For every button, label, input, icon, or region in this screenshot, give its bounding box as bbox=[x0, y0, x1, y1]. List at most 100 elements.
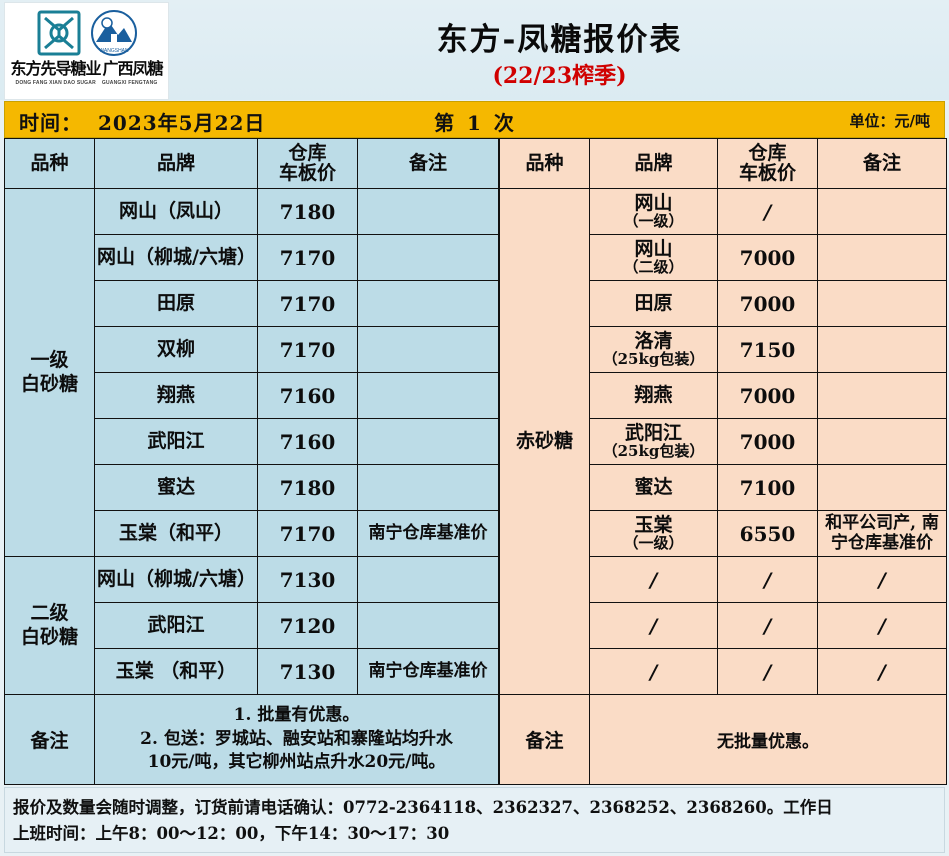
table-row[interactable]: 玉棠 （和平） 7130 南宁仓库基准价 bbox=[5, 648, 499, 695]
date-label: 时间： bbox=[19, 111, 82, 135]
col-header-kind: 品种 bbox=[4, 138, 95, 189]
note-cell bbox=[817, 372, 947, 419]
note-cell bbox=[357, 372, 499, 419]
price-cell: 7180 bbox=[257, 464, 358, 511]
note-cell bbox=[357, 464, 499, 511]
brand-cell: 田原 bbox=[589, 280, 718, 327]
logo-english-text: DONG FANG XIAN DAO SUGAR GUANGXI FENGTAN… bbox=[16, 80, 158, 86]
footer-line-2: 上班时间：上午8：00～12：00，下午14：30～17：30 bbox=[13, 823, 450, 843]
logo-chinese-text: 东方先导糖业 广西凤糖 bbox=[10, 59, 164, 78]
price-cell: 7130 bbox=[257, 556, 358, 603]
remark-label: 备注 bbox=[499, 694, 590, 785]
page-header: WANGSHAN 东方先导糖业 广西凤糖 DONG FANG XIAN DAO … bbox=[0, 0, 949, 100]
col-header-brand: 品牌 bbox=[94, 138, 258, 189]
date-value: 2023年5月22日 bbox=[98, 111, 266, 135]
table-row[interactable]: 蜜达 7180 bbox=[5, 464, 499, 511]
table-row[interactable]: 蜜达 7100 bbox=[500, 464, 947, 511]
brand-sub-label: （25kg包装） bbox=[602, 442, 705, 461]
price-cell: / bbox=[717, 648, 818, 695]
brand-sub-label: （二级） bbox=[623, 258, 684, 277]
col-header-price-line2: 车板价 bbox=[278, 161, 336, 184]
table-row[interactable]: 双柳 7170 bbox=[5, 326, 499, 373]
price-cell: 7000 bbox=[717, 418, 818, 465]
table-row[interactable]: 网山（柳城/六塘） 7170 bbox=[5, 234, 499, 281]
brand-sub-label: （一级） bbox=[623, 534, 684, 553]
note-cell: / bbox=[817, 602, 947, 649]
price-cell: 7160 bbox=[257, 418, 358, 465]
col-header-price-line1: 仓库 bbox=[288, 141, 327, 164]
note-cell bbox=[817, 326, 947, 373]
logo-en-fengtang: GUANGXI FENGTANG bbox=[101, 80, 158, 86]
note-cell bbox=[817, 188, 947, 235]
note-cell bbox=[357, 602, 499, 649]
price-cell: 7000 bbox=[717, 280, 818, 327]
table-row[interactable]: 翔燕 7160 bbox=[5, 372, 499, 419]
remark-row: 备注 1. 批量有优惠。 2. 包送：罗城站、融安站和寨隆站均升水 10元/吨，其它柳… bbox=[4, 694, 499, 785]
page-subtitle: (22/23榨季) bbox=[492, 63, 627, 89]
col-header-price-line2: 车板价 bbox=[738, 161, 796, 184]
brand-sub-label: （25kg包装） bbox=[602, 350, 705, 369]
brand-cell: 网山 （二级） bbox=[589, 234, 718, 281]
price-cell: / bbox=[717, 602, 818, 649]
col-header-price: 仓库 车板价 bbox=[717, 138, 818, 189]
brand-cell: / bbox=[589, 648, 718, 695]
sequence-label: 第 1 次 bbox=[434, 111, 517, 135]
table-row[interactable]: / / / bbox=[500, 602, 947, 649]
brand-cell: 蜜达 bbox=[589, 464, 718, 511]
table-row[interactable]: / / / bbox=[500, 556, 947, 603]
table-row[interactable]: 玉棠（和平） 7170 南宁仓库基准价 bbox=[5, 510, 499, 557]
price-cell: / bbox=[717, 188, 818, 235]
price-cell: 7000 bbox=[717, 372, 818, 419]
remark-line-3: 10元/吨，其它柳州站点升水20元/吨。 bbox=[147, 752, 446, 773]
col-header-price: 仓库 车板价 bbox=[257, 138, 358, 189]
brand-cell: 玉棠 （一级） bbox=[589, 510, 718, 557]
table-row[interactable]: 翔燕 7000 bbox=[500, 372, 947, 419]
logo-cn-fengtang: 广西凤糖 bbox=[102, 59, 164, 78]
table-row[interactable]: 玉棠 （一级） 6550 和平公司产, 南宁仓库基准价 bbox=[500, 510, 947, 557]
price-cell: 7120 bbox=[257, 602, 358, 649]
note-cell bbox=[357, 234, 499, 281]
brand-cell: 双柳 bbox=[94, 326, 258, 373]
table-row[interactable]: 一级 白砂糖 网山（凤山） 7180 bbox=[4, 188, 499, 557]
price-tables: 品种 品牌 仓库 车板价 备注 一级 白砂糖 网山（凤山） 7180 网山（柳城/六塘） 7170 田… bbox=[4, 138, 947, 785]
col-header-note: 备注 bbox=[817, 138, 947, 189]
sugar-kind-cell: 一级 白砂糖 bbox=[4, 188, 95, 557]
brand-cell: 武阳江 bbox=[94, 418, 258, 465]
remark-line-1: 1. 批量有优惠。 bbox=[233, 705, 360, 726]
table-row[interactable]: 田原 7000 bbox=[500, 280, 947, 327]
footer-note: 报价及数量会随时调整，订货前请电话确认：0772-2364118、2362327… bbox=[4, 787, 945, 853]
note-cell: 南宁仓库基准价 bbox=[357, 648, 499, 695]
table-row[interactable]: 洛清 （25kg包装） 7150 bbox=[500, 326, 947, 373]
table-row[interactable]: 武阳江 7160 bbox=[5, 418, 499, 465]
note-cell bbox=[357, 326, 499, 373]
table-row[interactable]: 赤砂糖 网山 （一级） / bbox=[499, 188, 947, 695]
brand-cell: / bbox=[589, 556, 718, 603]
brand-cell: / bbox=[589, 602, 718, 649]
table-row[interactable]: 武阳江 （25kg包装） 7000 bbox=[500, 418, 947, 465]
table-row[interactable]: / / / bbox=[500, 648, 947, 695]
col-header-kind: 品种 bbox=[499, 138, 590, 189]
sugar-kind-cell: 二级 白砂糖 bbox=[4, 556, 95, 695]
remark-label: 备注 bbox=[4, 694, 95, 785]
price-cell: 7160 bbox=[257, 372, 358, 419]
brand-cell: 网山（凤山） bbox=[94, 188, 258, 235]
note-cell bbox=[357, 188, 499, 235]
table-row[interactable]: 武阳江 7120 bbox=[5, 602, 499, 649]
brand-cell: 武阳江 bbox=[94, 602, 258, 649]
dongfang-sugar-logo-icon bbox=[37, 10, 80, 56]
note-cell: 和平公司产, 南宁仓库基准价 bbox=[817, 510, 947, 557]
note-cell bbox=[357, 556, 499, 603]
remark-line-2: 2. 包送：罗城站、融安站和寨隆站均升水 bbox=[140, 728, 453, 749]
note-cell bbox=[817, 418, 947, 465]
brand-cell: 网山 （一级） bbox=[589, 188, 718, 235]
note-cell: 南宁仓库基准价 bbox=[357, 510, 499, 557]
col-header-brand: 品牌 bbox=[589, 138, 718, 189]
table-row[interactable]: 田原 7170 bbox=[5, 280, 499, 327]
brand-cell: 蜜达 bbox=[94, 464, 258, 511]
company-logo-block: WANGSHAN 东方先导糖业 广西凤糖 DONG FANG XIAN DAO … bbox=[4, 2, 169, 100]
brand-cell: 网山（柳城/六塘） bbox=[94, 234, 258, 281]
brand-cell: 玉棠 （和平） bbox=[94, 648, 258, 695]
brand-cell: 翔燕 bbox=[94, 372, 258, 419]
table-row[interactable]: 二级 白砂糖 网山（柳城/六塘） 7130 bbox=[4, 556, 499, 695]
